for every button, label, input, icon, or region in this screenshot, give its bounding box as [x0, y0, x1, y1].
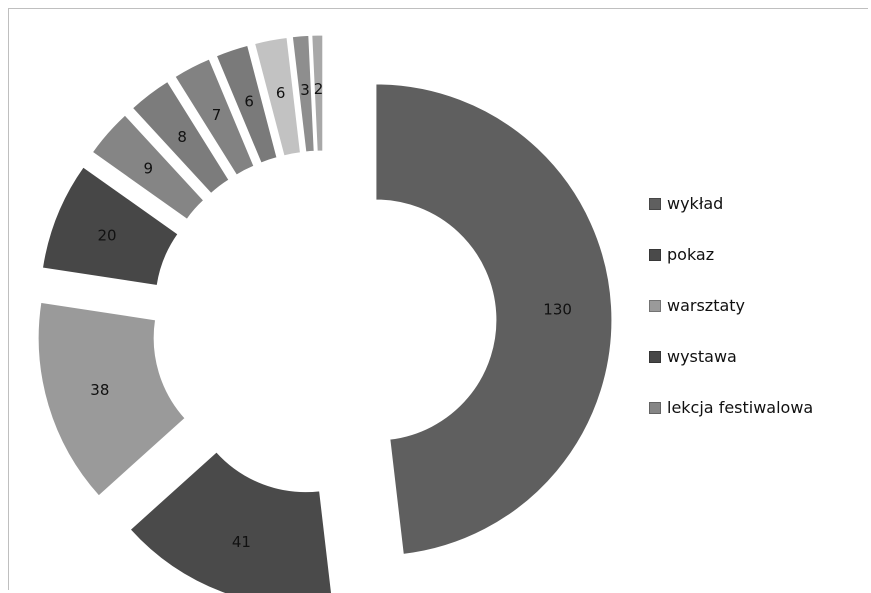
slice-data-label-1: 41 — [232, 533, 251, 551]
slice-6-8 — [254, 36, 301, 157]
slice-8-5 — [131, 80, 230, 195]
slice-data-label-9: 3 — [300, 81, 310, 99]
slice-data-label-3: 20 — [97, 226, 116, 244]
legend: wykład pokaz warsztaty wystawa lekcja fe… — [649, 178, 813, 433]
legend-item-wystawa: wystawa — [649, 331, 813, 382]
slice-data-label-2: 38 — [90, 381, 109, 399]
slice-data-label-4: 9 — [144, 159, 154, 177]
slice-data-label-5: 8 — [177, 128, 187, 146]
legend-swatch-wystawa — [649, 350, 661, 363]
slice-38-2 — [37, 301, 186, 497]
legend-item-pokaz: pokaz — [649, 229, 813, 280]
legend-label-wystawa: wystawa — [667, 347, 737, 366]
legend-swatch-lekcja-festiwalowa — [649, 401, 661, 414]
slice-130-0 — [375, 83, 613, 555]
legend-swatch-wyklad — [649, 197, 661, 210]
slice-3-9 — [291, 34, 315, 153]
legend-label-warsztaty: warsztaty — [667, 296, 746, 315]
legend-label-pokaz: pokaz — [667, 245, 715, 264]
chart-frame — [8, 8, 868, 590]
legend-label-wyklad: wykład — [667, 194, 724, 213]
slice-6-7 — [215, 44, 278, 164]
legend-swatch-pokaz — [649, 248, 661, 261]
slice-7-6 — [174, 58, 255, 176]
slice-data-label-8: 6 — [276, 84, 286, 102]
slice-data-label-6: 7 — [212, 106, 222, 124]
legend-item-wyklad: wykład — [649, 178, 813, 229]
slice-data-label-7: 6 — [244, 92, 254, 110]
legend-item-warsztaty: warsztaty — [649, 280, 813, 331]
slice-2-10 — [311, 34, 324, 152]
slice-20-3 — [41, 166, 179, 287]
legend-swatch-warsztaty — [649, 299, 661, 312]
slice-9-4 — [91, 114, 205, 220]
slice-data-label-10: 2 — [314, 80, 324, 98]
slice-data-label-0: 130 — [543, 300, 572, 318]
legend-label-lekcja-festiwalowa: lekcja festiwalowa — [667, 398, 814, 417]
slice-41-1 — [129, 451, 333, 593]
legend-item-lekcja-festiwalowa: lekcja festiwalowa — [649, 382, 813, 433]
